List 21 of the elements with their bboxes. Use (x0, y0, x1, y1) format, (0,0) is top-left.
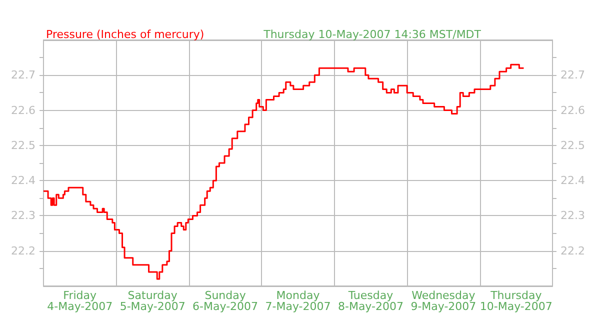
y-tick-label: 22.4 (10, 174, 36, 188)
x-tick-label: Sunday 6-May-2007 (192, 289, 258, 313)
x-tick-label: Saturday 5-May-2007 (120, 289, 186, 313)
y-tick-label: 22.6 (10, 104, 36, 117)
chart-subtitle: Thursday 10-May-2007 14:36 MST/MDT (262, 28, 482, 41)
x-tick-label: Wednesday 9-May-2007 (410, 289, 476, 313)
y2-tick-label: 22.2 (560, 244, 586, 258)
y-tick-label: 22.7 (10, 68, 36, 82)
y-tick-label: 22.5 (10, 138, 36, 152)
x-tick-label: Monday 7-May-2007 (265, 289, 331, 313)
x-tick-label: Friday 4-May-2007 (47, 289, 113, 313)
y2-tick-label: 22.7 (560, 68, 586, 82)
x-tick-label: Thursday 10-May-2007 (480, 289, 552, 313)
chart-title: Pressure (Inches of mercury) (46, 28, 204, 41)
y2-tick-label: 22.4 (560, 174, 586, 188)
x-tick-label: Tuesday 8-May-2007 (338, 289, 404, 313)
y2-tick-label: 22.5 (560, 138, 586, 152)
y2-tick-label: 22.6 (560, 104, 586, 117)
y2-tick-label: 22.3 (560, 209, 586, 222)
y-tick-label: 22.2 (10, 244, 36, 258)
y-tick-label: 22.3 (10, 209, 36, 222)
